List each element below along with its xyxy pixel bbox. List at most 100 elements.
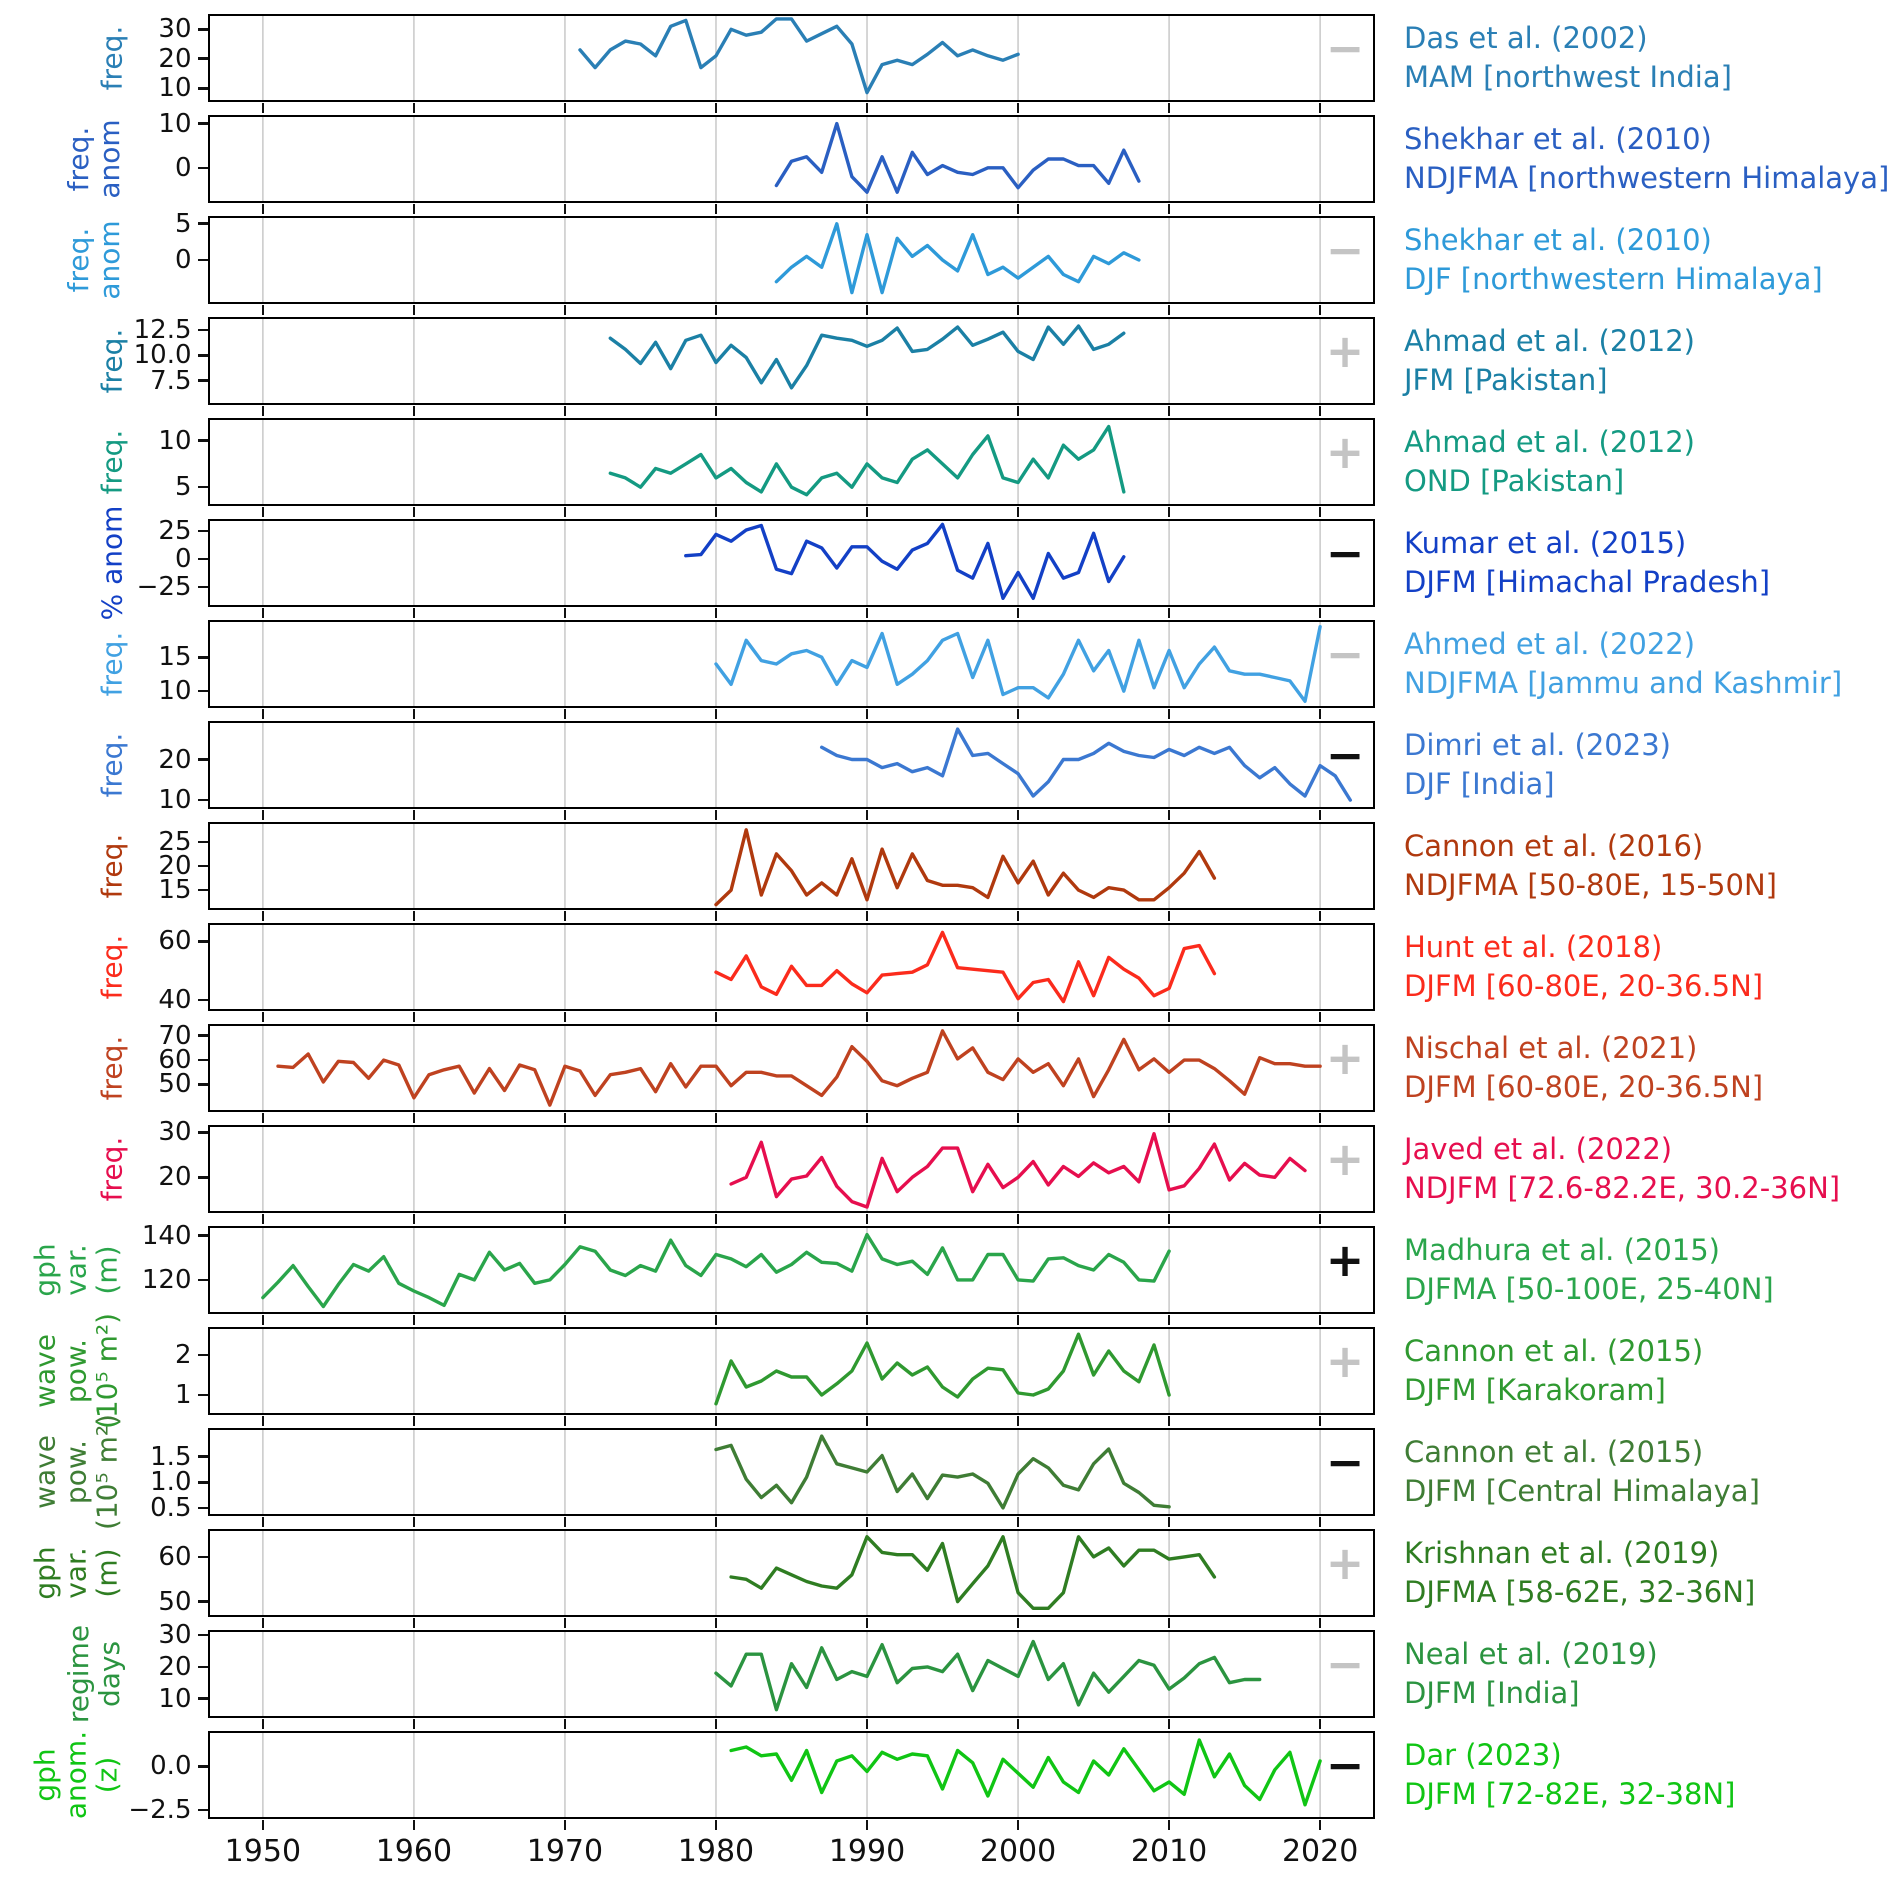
xtick-mark bbox=[1318, 1314, 1322, 1325]
xtick-mark bbox=[1318, 1718, 1322, 1729]
panel-scope-1: NDJFMA [northwestern Himalaya] bbox=[1404, 161, 1890, 195]
xtick-mark bbox=[714, 1718, 718, 1729]
xtick-mark bbox=[563, 809, 567, 820]
panel-scope-8: NDJFMA [50-80E, 15-50N] bbox=[1404, 868, 1777, 902]
xtick-mark bbox=[714, 708, 718, 719]
xtick-mark bbox=[412, 1516, 416, 1527]
xtick-mark bbox=[1016, 506, 1020, 517]
panel-label-7: Dimri et al. (2023) DJF [India] bbox=[1404, 726, 1671, 804]
panel-citation-1: Shekhar et al. (2010) bbox=[1404, 122, 1712, 156]
panel-2 bbox=[207, 215, 1375, 304]
ytick-label: 120 bbox=[141, 1264, 192, 1295]
panel-plot-4 bbox=[261, 419, 1321, 504]
xtick-mark bbox=[714, 1213, 718, 1224]
xtick-mark bbox=[865, 203, 869, 214]
panel-scope-4: OND [Pakistan] bbox=[1404, 464, 1625, 498]
panel-7 bbox=[207, 720, 1375, 809]
xtick-mark bbox=[1016, 1112, 1020, 1123]
series-line-15 bbox=[728, 1534, 1216, 1610]
xtick-mark bbox=[261, 102, 265, 113]
xtick-mark bbox=[261, 203, 265, 214]
panel-plot-15 bbox=[261, 1530, 1321, 1615]
panel-plot-0 bbox=[261, 15, 1321, 100]
xtick-mark bbox=[1318, 809, 1322, 820]
trend-sign-3: + bbox=[1325, 323, 1365, 378]
xtick-mark bbox=[1318, 405, 1322, 416]
xtick-mark bbox=[1016, 1011, 1020, 1022]
ytick-mark bbox=[197, 1764, 208, 1768]
xtick-mark bbox=[714, 1819, 718, 1830]
panel-label-1: Shekhar et al. (2010) NDJFMA [northwester… bbox=[1404, 120, 1889, 198]
ytick-label: 10 bbox=[158, 73, 192, 104]
series-line-16 bbox=[713, 1639, 1261, 1711]
xtick-mark bbox=[865, 1112, 869, 1123]
xtick-label-1950: 1950 bbox=[224, 1833, 302, 1869]
panel-plot-8 bbox=[261, 823, 1321, 908]
series-line-13 bbox=[713, 1331, 1171, 1406]
xtick-mark bbox=[563, 1112, 567, 1123]
ytick-mark bbox=[197, 998, 208, 1002]
xtick-mark bbox=[865, 607, 869, 618]
ytick-mark bbox=[197, 1506, 208, 1510]
xtick-mark bbox=[563, 1617, 567, 1628]
panel-citation-7: Dimri et al. (2023) bbox=[1404, 728, 1671, 762]
xtick-mark bbox=[714, 1516, 718, 1527]
ytick-mark bbox=[197, 798, 208, 802]
panel-citation-8: Cannon et al. (2016) bbox=[1404, 829, 1704, 863]
ytick-label: 10 bbox=[158, 676, 192, 707]
xtick-mark bbox=[1016, 1819, 1020, 1830]
panel-citation-5: Kumar et al. (2015) bbox=[1404, 526, 1687, 560]
panel-16 bbox=[207, 1629, 1375, 1718]
xtick-mark bbox=[714, 506, 718, 517]
xtick-mark bbox=[1318, 607, 1322, 618]
ytick-mark bbox=[197, 585, 208, 589]
xtick-mark bbox=[261, 607, 265, 618]
trend-sign-7: − bbox=[1325, 727, 1365, 782]
xtick-mark bbox=[1318, 1617, 1322, 1628]
xtick-mark bbox=[1016, 203, 1020, 214]
ytick-label: 60 bbox=[158, 926, 192, 957]
panel-citation-12: Madhura et al. (2015) bbox=[1404, 1233, 1720, 1267]
xtick-mark bbox=[1318, 708, 1322, 719]
xtick-mark bbox=[563, 304, 567, 315]
xtick-mark bbox=[1167, 607, 1171, 618]
ytick-mark bbox=[197, 655, 208, 659]
xtick-mark bbox=[1016, 1314, 1020, 1325]
panel-scope-0: MAM [northwest India] bbox=[1404, 60, 1732, 94]
xtick-mark bbox=[261, 1718, 265, 1729]
ytick-mark bbox=[197, 122, 208, 125]
xtick-mark bbox=[1167, 1718, 1171, 1729]
xtick-mark bbox=[261, 1011, 265, 1022]
ytick-mark bbox=[197, 1176, 208, 1179]
series-line-5 bbox=[683, 522, 1125, 600]
xtick-mark bbox=[1318, 910, 1322, 921]
ytick-mark bbox=[197, 485, 208, 489]
panel-plot-5 bbox=[261, 520, 1321, 605]
series-line-12 bbox=[260, 1232, 1171, 1308]
xtick-mark bbox=[1016, 607, 1020, 618]
panel-citation-11: Javed et al. (2022) bbox=[1404, 1132, 1673, 1166]
panel-scope-16: DJFM [India] bbox=[1404, 1676, 1580, 1710]
panel-label-10: Nischal et al. (2021) DJFM [60-80E, 20-36… bbox=[1404, 1029, 1763, 1107]
ytick-label: 50 bbox=[158, 1069, 192, 1100]
panel-6 bbox=[207, 619, 1375, 708]
panel-label-8: Cannon et al. (2016) NDJFMA [50-80E, 15-5… bbox=[1404, 827, 1777, 905]
ytick-label: 20 bbox=[158, 851, 192, 881]
ytick-label: −2.5 bbox=[128, 1795, 192, 1825]
series-line-4 bbox=[608, 424, 1125, 496]
xtick-label-2000: 2000 bbox=[979, 1833, 1057, 1869]
xtick-mark bbox=[1167, 102, 1171, 113]
panel-10 bbox=[207, 1023, 1375, 1112]
panel-plot-12 bbox=[260, 1227, 1321, 1312]
xtick-label-1980: 1980 bbox=[677, 1833, 755, 1869]
xtick-label-2010: 2010 bbox=[1130, 1833, 1208, 1869]
xtick-mark bbox=[412, 607, 416, 618]
ytick-mark bbox=[197, 689, 208, 693]
ytick-label: 30 bbox=[158, 1117, 192, 1148]
xtick-mark bbox=[261, 1112, 265, 1123]
ytick-label: 1.5 bbox=[150, 1441, 192, 1472]
xtick-mark bbox=[1016, 1415, 1020, 1426]
ytick-mark bbox=[197, 166, 208, 170]
ytick-mark bbox=[197, 258, 208, 262]
xtick-mark bbox=[261, 506, 265, 517]
